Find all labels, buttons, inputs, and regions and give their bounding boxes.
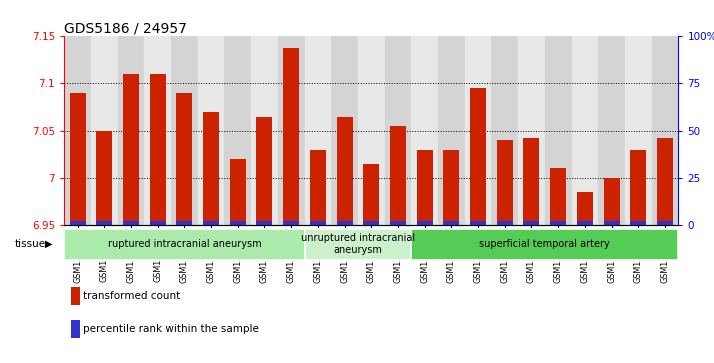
Bar	[625, 36, 652, 225]
Text: transformed count: transformed count	[83, 291, 180, 301]
Bar	[310, 221, 326, 225]
FancyBboxPatch shape	[305, 229, 411, 260]
Bar	[443, 150, 459, 225]
Bar	[251, 36, 278, 225]
Bar	[336, 117, 353, 225]
Bar	[390, 126, 406, 225]
Bar	[465, 36, 491, 225]
Bar	[438, 36, 465, 225]
Bar	[550, 221, 566, 225]
Text: tissue: tissue	[14, 239, 46, 249]
Bar	[491, 36, 518, 225]
Bar	[198, 36, 224, 225]
Bar	[310, 150, 326, 225]
Text: superficial temporal artery: superficial temporal artery	[479, 239, 610, 249]
Bar	[652, 36, 678, 225]
Bar	[363, 221, 379, 225]
Bar	[283, 48, 299, 225]
Bar	[336, 221, 353, 225]
Bar	[64, 36, 91, 225]
Bar	[203, 112, 219, 225]
Bar	[278, 36, 305, 225]
Bar	[144, 36, 171, 225]
Bar	[176, 93, 192, 225]
Bar	[518, 36, 545, 225]
Bar	[657, 221, 673, 225]
Bar	[630, 150, 646, 225]
Bar	[497, 221, 513, 225]
Bar	[443, 221, 459, 225]
Bar	[523, 221, 540, 225]
Bar	[150, 221, 166, 225]
Bar	[256, 117, 273, 225]
Bar	[577, 221, 593, 225]
Bar	[230, 221, 246, 225]
Bar	[550, 168, 566, 225]
Bar	[69, 93, 86, 225]
Bar	[283, 221, 299, 225]
Bar	[598, 36, 625, 225]
Bar	[470, 88, 486, 225]
Bar	[497, 140, 513, 225]
Bar	[118, 36, 144, 225]
Bar	[230, 159, 246, 225]
Bar	[523, 138, 540, 225]
Bar	[331, 36, 358, 225]
Bar	[256, 221, 273, 225]
Bar	[91, 36, 118, 225]
Bar	[390, 221, 406, 225]
Bar	[123, 74, 139, 225]
Text: ruptured intracranial aneurysm: ruptured intracranial aneurysm	[108, 239, 261, 249]
Text: unruptured intracranial
aneurysm: unruptured intracranial aneurysm	[301, 233, 415, 255]
Bar	[417, 221, 433, 225]
Bar	[96, 221, 112, 225]
Bar	[385, 36, 411, 225]
Bar	[150, 74, 166, 225]
Text: ▶: ▶	[45, 239, 53, 249]
Bar	[630, 221, 646, 225]
Text: GDS5186 / 24957: GDS5186 / 24957	[64, 21, 187, 35]
Bar	[123, 221, 139, 225]
Bar	[603, 178, 620, 225]
Bar	[657, 138, 673, 225]
FancyBboxPatch shape	[64, 229, 305, 260]
Bar	[417, 150, 433, 225]
Bar	[203, 221, 219, 225]
Bar	[358, 36, 385, 225]
FancyBboxPatch shape	[411, 229, 678, 260]
Bar	[470, 221, 486, 225]
Bar	[363, 164, 379, 225]
Bar	[577, 192, 593, 225]
Bar	[545, 36, 571, 225]
Bar	[411, 36, 438, 225]
Bar	[305, 36, 331, 225]
Bar	[603, 221, 620, 225]
Bar	[176, 221, 192, 225]
Text: percentile rank within the sample: percentile rank within the sample	[83, 324, 258, 334]
Bar	[171, 36, 198, 225]
Bar	[224, 36, 251, 225]
Bar	[96, 131, 112, 225]
Bar	[69, 221, 86, 225]
Bar	[571, 36, 598, 225]
